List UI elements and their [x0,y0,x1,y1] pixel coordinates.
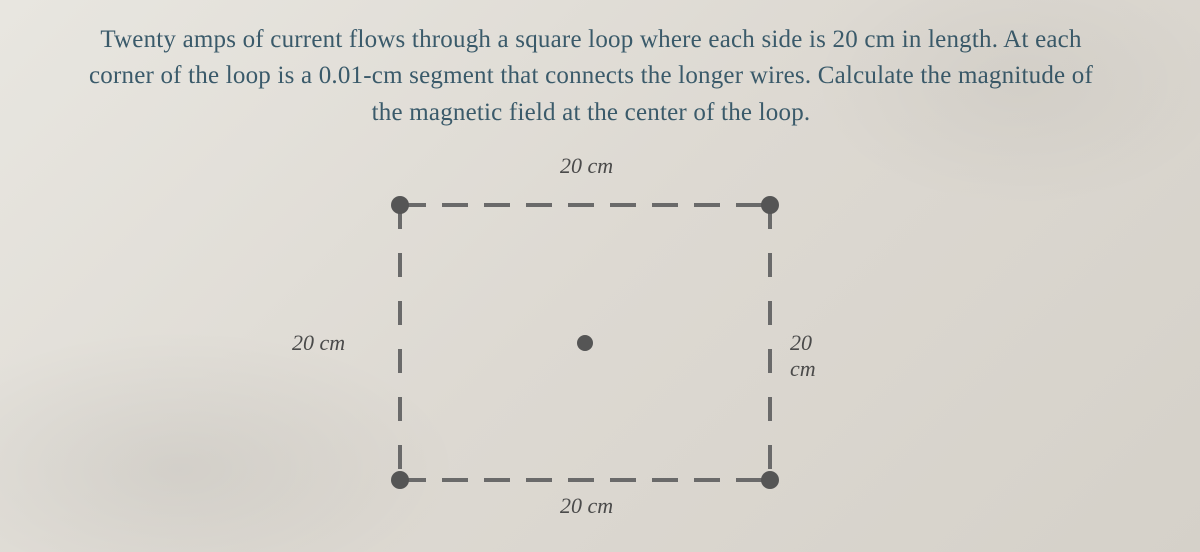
label-right: 20 cm [790,330,816,382]
question-text: Twenty amps of current flows through a s… [0,0,1200,131]
corner-dot-tr [761,196,779,214]
question-line-2: corner of the loop is a 0.01-cm segment … [89,62,1093,89]
question-line-1: Twenty amps of current flows through a s… [100,26,1081,53]
corner-dot-tl [391,196,409,214]
center-dot [577,335,593,351]
square-loop-diagram: 20 cm 20 cm 20 cm 20 cm [370,185,800,500]
question-line-3: the magnetic field at the center of the … [372,99,811,126]
corner-dot-bl [391,471,409,489]
corner-dot-br [761,471,779,489]
label-left: 20 cm [292,330,345,356]
label-top: 20 cm [560,153,613,179]
label-bottom: 20 cm [560,493,613,519]
loop-svg [370,185,800,500]
